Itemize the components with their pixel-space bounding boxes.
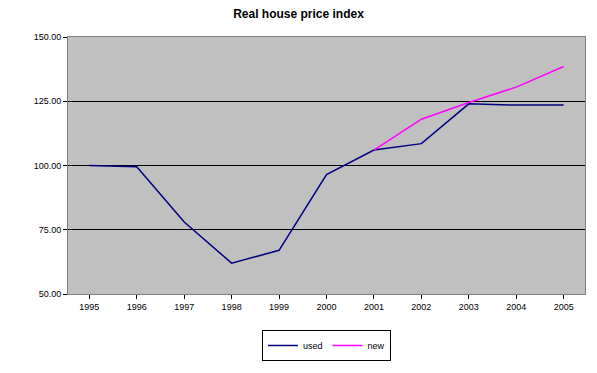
svg-text:125.00: 125.00	[34, 96, 62, 106]
svg-text:100.00: 100.00	[34, 161, 62, 171]
svg-text:Real house price index: Real house price index	[233, 7, 364, 21]
svg-text:1995: 1995	[79, 302, 99, 312]
svg-text:1999: 1999	[269, 302, 289, 312]
svg-text:new: new	[368, 341, 385, 351]
svg-text:150.00: 150.00	[34, 32, 62, 42]
svg-text:1998: 1998	[222, 302, 242, 312]
svg-text:2000: 2000	[316, 302, 336, 312]
svg-text:2004: 2004	[506, 302, 526, 312]
svg-text:1996: 1996	[127, 302, 147, 312]
svg-text:2003: 2003	[459, 302, 479, 312]
svg-text:50.00: 50.00	[39, 289, 62, 299]
svg-text:used: used	[303, 341, 323, 351]
svg-text:2005: 2005	[554, 302, 574, 312]
svg-text:2002: 2002	[411, 302, 431, 312]
svg-text:1997: 1997	[174, 302, 194, 312]
svg-text:75.00: 75.00	[39, 225, 62, 235]
svg-text:2001: 2001	[364, 302, 384, 312]
